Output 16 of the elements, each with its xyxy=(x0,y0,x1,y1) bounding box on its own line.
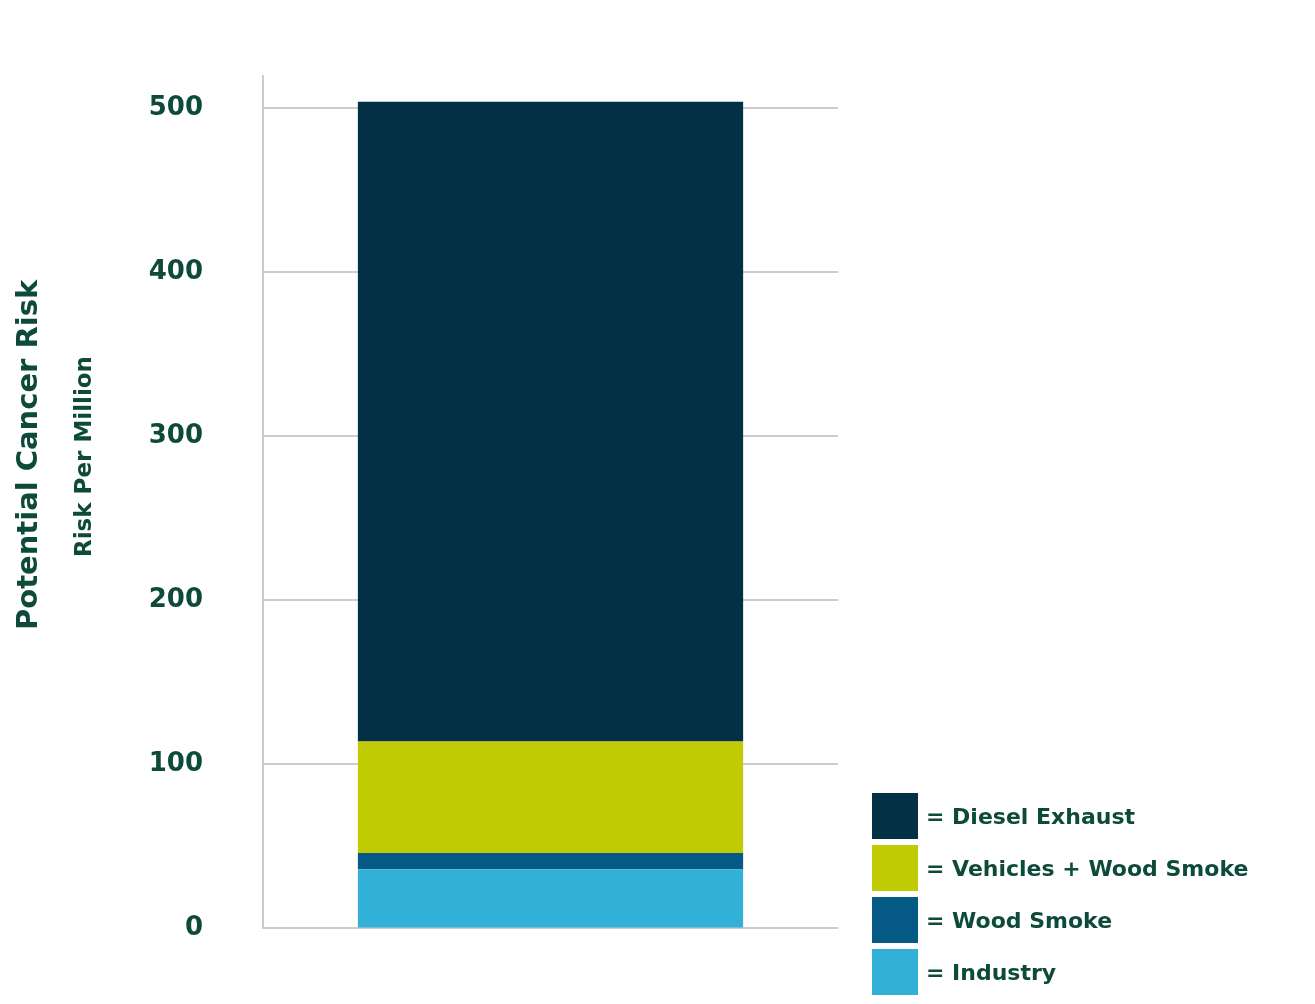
bar xyxy=(357,869,744,928)
y-axis-title: Potential Cancer Risk xyxy=(10,279,44,630)
legend-label: = Industry xyxy=(926,959,1057,985)
bar xyxy=(357,852,744,870)
bar xyxy=(357,101,744,742)
y-tick-label: 100 xyxy=(148,747,203,778)
y-tick-label: 500 xyxy=(148,91,203,122)
y-tick-label: 400 xyxy=(148,255,203,286)
y-tick-label: 300 xyxy=(148,419,203,450)
y-tick-label: 200 xyxy=(148,583,203,614)
legend-label: = Diesel Exhaust xyxy=(926,803,1136,829)
bar xyxy=(357,741,744,853)
legend-label: = Wood Smoke xyxy=(926,907,1113,933)
y-tick-label: 0 xyxy=(184,911,203,942)
text: Risk Per Million xyxy=(70,356,96,557)
legend-label: = Vehicles + Wood Smoke xyxy=(926,855,1249,881)
